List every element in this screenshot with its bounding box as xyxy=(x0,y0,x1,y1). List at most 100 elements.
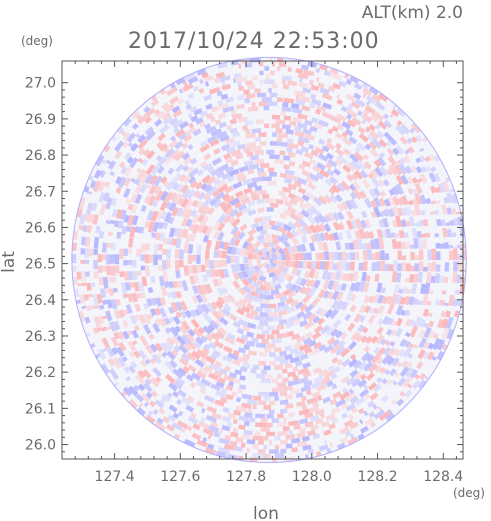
reflectivity-cell xyxy=(457,244,462,249)
reflectivity-cell xyxy=(209,363,220,372)
reflectivity-cell xyxy=(97,254,102,263)
reflectivity-cell xyxy=(237,271,245,280)
reflectivity-cell xyxy=(211,157,222,166)
reflectivity-cell xyxy=(294,285,302,294)
reflectivity-cell xyxy=(263,365,271,371)
reflectivity-cell xyxy=(228,208,239,218)
reflectivity-cell xyxy=(179,300,188,312)
reflectivity-cell xyxy=(276,136,283,142)
reflectivity-cell xyxy=(395,145,405,155)
reflectivity-cell xyxy=(313,215,322,224)
reflectivity-cell xyxy=(296,311,306,319)
reflectivity-cell xyxy=(364,219,372,229)
reflectivity-cell xyxy=(373,187,381,197)
reflectivity-cell xyxy=(264,233,271,239)
reflectivity-cell xyxy=(323,70,331,77)
reflectivity-cell xyxy=(416,230,422,238)
reflectivity-cell xyxy=(131,260,137,268)
reflectivity-cell xyxy=(132,215,139,226)
reflectivity-cell xyxy=(171,291,178,299)
reflectivity-cell xyxy=(159,317,167,327)
reflectivity-cell xyxy=(359,304,367,314)
reflectivity-cell xyxy=(272,255,278,260)
reflectivity-cell xyxy=(115,346,125,358)
reflectivity-cell xyxy=(130,142,139,152)
reflectivity-cell xyxy=(240,334,249,341)
reflectivity-cell xyxy=(210,301,218,310)
reflectivity-cell xyxy=(156,417,164,425)
reflectivity-cell xyxy=(191,199,199,208)
reflectivity-cell xyxy=(261,97,272,102)
reflectivity-cell xyxy=(387,195,396,207)
reflectivity-cell xyxy=(398,162,408,175)
reflectivity-cell xyxy=(168,216,175,225)
reflectivity-cell xyxy=(395,232,401,239)
reflectivity-cell xyxy=(279,172,288,179)
reflectivity-cell xyxy=(253,265,260,273)
reflectivity-cell xyxy=(267,255,271,260)
reflectivity-cell xyxy=(313,196,323,207)
reflectivity-cell xyxy=(163,147,170,154)
reflectivity-cell xyxy=(108,321,117,332)
reflectivity-cell xyxy=(230,255,235,263)
reflectivity-cell xyxy=(330,406,341,415)
reflectivity-cell xyxy=(120,130,127,137)
reflectivity-cell xyxy=(311,260,317,270)
reflectivity-cell xyxy=(207,166,215,174)
reflectivity-cell xyxy=(237,455,243,461)
reflectivity-cell xyxy=(159,307,167,318)
reflectivity-cell xyxy=(235,406,247,413)
reflectivity-cell xyxy=(217,99,224,106)
reflectivity-cell xyxy=(165,373,176,385)
reflectivity-cell xyxy=(282,272,291,281)
reflectivity-cell xyxy=(249,457,258,463)
reflectivity-cell xyxy=(439,243,445,249)
reflectivity-cell xyxy=(77,282,83,287)
reflectivity-cell xyxy=(332,263,338,271)
reflectivity-cell xyxy=(362,282,370,293)
reflectivity-cell xyxy=(204,394,215,404)
reflectivity-cell xyxy=(132,384,140,392)
reflectivity-cell xyxy=(309,347,321,357)
reflectivity-cell xyxy=(178,410,184,417)
reflectivity-cell xyxy=(364,305,371,314)
reflectivity-cell xyxy=(189,233,196,242)
reflectivity-cell xyxy=(106,242,112,248)
reflectivity-cell xyxy=(187,113,193,119)
reflectivity-cell xyxy=(117,220,124,229)
reflectivity-cell xyxy=(132,271,138,281)
reflectivity-cell xyxy=(223,152,232,160)
reflectivity-cell xyxy=(326,137,333,144)
reflectivity-cell xyxy=(263,405,271,410)
reflectivity-cell xyxy=(311,297,321,307)
reflectivity-cell xyxy=(278,247,285,255)
reflectivity-cell xyxy=(101,159,107,165)
reflectivity-cell xyxy=(306,214,317,225)
reflectivity-cell xyxy=(110,219,116,225)
reflectivity-cell xyxy=(271,83,278,89)
reflectivity-cell xyxy=(185,374,194,382)
reflectivity-cell xyxy=(333,168,341,176)
reflectivity-cell xyxy=(345,290,354,302)
reflectivity-cell xyxy=(218,437,230,445)
reflectivity-cell xyxy=(153,185,162,195)
reflectivity-cell xyxy=(189,382,196,389)
reflectivity-cell xyxy=(345,262,351,271)
reflectivity-cell xyxy=(154,399,165,409)
y-tick-label: 26.4 xyxy=(25,293,56,309)
reflectivity-cell xyxy=(179,249,184,260)
reflectivity-cell xyxy=(150,390,158,398)
reflectivity-cell xyxy=(302,252,308,260)
reflectivity-cell xyxy=(300,243,307,252)
reflectivity-cell xyxy=(384,340,391,347)
reflectivity-cell xyxy=(316,104,327,113)
reflectivity-cell xyxy=(210,106,219,113)
reflectivity-cell xyxy=(401,207,408,217)
reflectivity-cell xyxy=(366,133,375,142)
reflectivity-cell xyxy=(388,164,399,176)
reflectivity-cell xyxy=(405,263,411,272)
reflectivity-cell xyxy=(166,392,173,399)
reflectivity-cell xyxy=(276,254,282,260)
reflectivity-cell xyxy=(266,422,273,428)
reflectivity-cell xyxy=(189,275,196,285)
